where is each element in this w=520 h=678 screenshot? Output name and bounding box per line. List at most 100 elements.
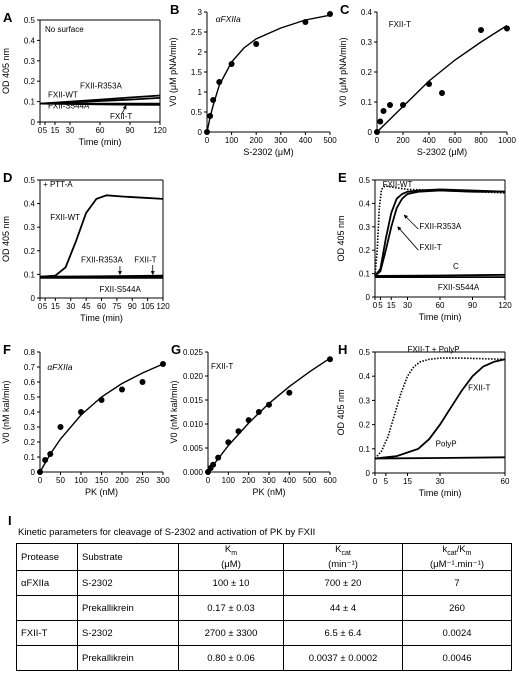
series-label-d: FXII-WT	[50, 213, 80, 222]
x-tick-label-d: 15	[51, 302, 60, 311]
x-axis-title-g: PK (nM)	[252, 487, 285, 497]
y-tick-label-c: 0.4	[361, 8, 373, 17]
data-point-b	[228, 61, 235, 67]
series-line-h-fxii-t-polyp	[374, 357, 506, 460]
table-row: αFXIIa S-2302 100 ± 10 700 ± 20 7	[16, 570, 512, 596]
x-tick-label-g: 500	[303, 476, 317, 485]
data-point-g	[210, 461, 217, 468]
cell-km: 2700 ± 3300	[178, 620, 284, 646]
x-tick-label-h: 0	[373, 477, 378, 486]
y-tick-label-h: 0.1	[359, 445, 371, 454]
y-tick-label-e: 0.3	[359, 223, 371, 232]
data-point-b	[207, 113, 214, 119]
y-tick-label-h: 0.2	[359, 421, 371, 430]
x-tick-label-e: 30	[403, 301, 412, 310]
y-tick-label-d: 0.3	[24, 223, 36, 232]
x-tick-label-d: 5	[43, 302, 48, 311]
x-axis-title-h: Time (min)	[419, 488, 462, 498]
data-point-c	[426, 81, 432, 87]
y-tick-label-e: 0	[366, 293, 371, 302]
x-tick-label-b: 400	[299, 136, 313, 145]
y-tick-label-g: 0.025	[183, 348, 204, 357]
header-kcat-km-symbol: kcat/Km	[442, 544, 472, 557]
x-tick-label-e: 15	[387, 301, 396, 310]
x-tick-label-e: 90	[468, 301, 477, 310]
data-point-b	[253, 41, 260, 47]
x-tick-label-d: 30	[66, 302, 75, 311]
cell-substrate: S-2302	[77, 570, 179, 596]
cell-kcat: 700 ± 20	[283, 570, 403, 596]
y-tick-label-f: 0.2	[24, 438, 36, 447]
y-tick-label-g: 0.015	[183, 396, 204, 405]
y-tick-label-c: 0.3	[361, 38, 373, 47]
x-tick-label-h: 30	[436, 477, 445, 486]
y-tick-label-a: 0.5	[24, 16, 36, 25]
y-axis-title-c: V0 (μM pNA/min)	[338, 37, 348, 106]
cell-kcat-km: 7	[402, 570, 512, 596]
series-line-a-fxii-t	[39, 102, 161, 106]
x-tick-label-c: 200	[396, 136, 410, 145]
x-tick-label-g: 0	[206, 476, 211, 485]
series-label-g: FXII-T	[211, 362, 233, 371]
series-label-f: αFXIIa	[47, 362, 72, 372]
cell-substrate: Prekallikrein	[77, 595, 179, 621]
x-tick-label-g: 200	[242, 476, 256, 485]
x-tick-label-a: 90	[126, 126, 135, 135]
series-line-h-polyp	[374, 456, 506, 460]
y-axis-title-d: OD 405 nm	[1, 216, 11, 262]
x-tick-label-a: 15	[51, 126, 60, 135]
table-row: Prekallikrein 0.80 ± 0.06 0.0037 ± 0.000…	[16, 645, 512, 671]
panel-letter-c: C	[340, 2, 350, 17]
series-line-e-fxii-r353a	[374, 188, 506, 277]
table-row: FXII-T S-2302 2700 ± 3300 6.5 ± 6.4 0.00…	[16, 620, 512, 646]
y-tick-label-h: 0.3	[359, 396, 371, 405]
fit-curve-g	[207, 357, 331, 473]
cell-kcat-km: 0.0046	[402, 645, 512, 671]
x-tick-label-g: 100	[222, 476, 236, 485]
data-point-f	[42, 457, 49, 463]
x-tick-label-f: 50	[56, 476, 65, 485]
series-label-e: FXII-WT	[383, 180, 413, 189]
data-point-c	[400, 102, 406, 108]
data-point-b	[302, 19, 309, 25]
data-point-f	[78, 409, 84, 415]
y-tick-label-b: 0.5	[191, 108, 203, 117]
y-axis-title-a: OD 405 nm	[1, 48, 11, 94]
data-point-f	[160, 361, 166, 367]
data-point-c	[439, 90, 445, 96]
series-label-h: FXII-T	[468, 384, 490, 393]
panel-letter-d: D	[3, 170, 12, 185]
y-tick-label-g: 0.005	[183, 444, 204, 453]
y-tick-label-c: 0	[368, 128, 373, 137]
data-point-g	[235, 428, 242, 435]
data-point-c	[478, 27, 484, 33]
y-tick-label-b: 3	[198, 8, 203, 17]
panel-letter-f: F	[3, 342, 11, 357]
panel-letter-g: G	[171, 342, 181, 357]
y-tick-label-a: 0.3	[24, 57, 36, 66]
fit-curve-b	[206, 14, 331, 133]
x-tick-label-b: 200	[250, 136, 264, 145]
cell-kcat-km: 260	[402, 595, 512, 621]
y-axis-title-h: OD 405 nm	[336, 389, 346, 435]
cell-protease: αFXIIa	[16, 570, 78, 596]
x-tick-label-e: 60	[436, 301, 445, 310]
series-label-d: FXII-T	[134, 256, 156, 265]
series-line-e-c	[374, 273, 506, 277]
y-tick-label-e: 0.5	[359, 176, 371, 185]
y-tick-label-g: 0.010	[183, 420, 204, 429]
y-tick-label-d: 0.2	[24, 247, 36, 256]
series-label-c: FXII-T	[389, 20, 411, 29]
series-label-a: FXII-T	[110, 112, 132, 121]
x-tick-label-d: 90	[128, 302, 137, 311]
x-tick-label-g: 400	[283, 476, 297, 485]
data-point-c	[380, 108, 387, 114]
data-point-g	[215, 454, 222, 461]
y-tick-label-f: 0.4	[24, 408, 36, 417]
x-tick-label-d: 120	[156, 302, 170, 311]
cell-substrate: Prekallikrein	[77, 645, 179, 671]
data-point-g	[255, 409, 262, 415]
cell-protease: FXII-T	[16, 620, 78, 646]
table-header-row: Protease Substrate Km (μM) Kcat (min⁻¹) …	[16, 543, 512, 571]
